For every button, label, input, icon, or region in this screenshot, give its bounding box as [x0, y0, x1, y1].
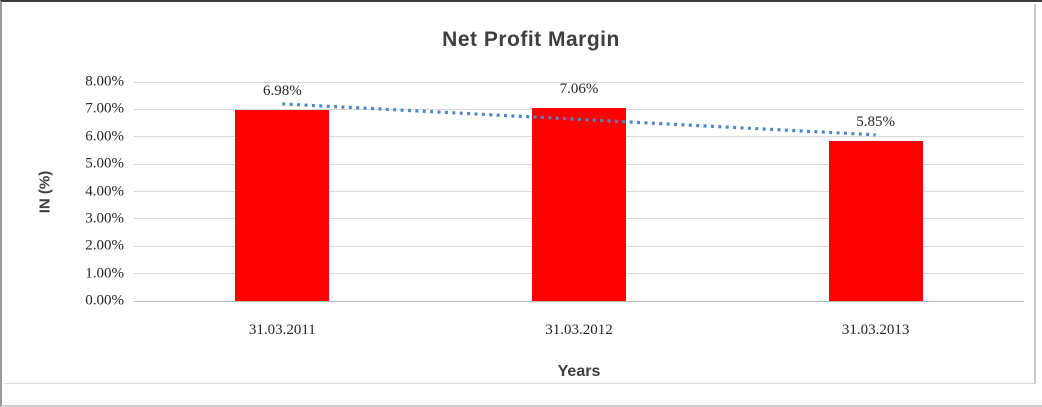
data-label: 5.85%	[856, 113, 896, 130]
x-tick-label: 31.03.2011	[248, 322, 316, 338]
x-axis-title: Years	[557, 363, 601, 380]
bar-31.03.2011[interactable]	[235, 109, 330, 301]
bar-31.03.2012[interactable]	[532, 107, 626, 301]
chart-title: Net Profit Margin	[442, 28, 620, 51]
y-tick-label: 8.00%	[85, 73, 124, 90]
y-axis-tick-labels: 0.00% 1.00% 2.00% 3.00% 4.00% 5.00% 6.00% 7.00%…	[4, 74, 124, 309]
x-tick-label: 31.03.2012	[545, 322, 613, 338]
y-tick-label: 4.00%	[85, 183, 124, 199]
x-axis-line	[134, 300, 1024, 302]
trendline	[282, 102, 876, 137]
gridline	[134, 81, 1024, 83]
chart[interactable]: Net Profit Margin IN (%) 0.00% 1.00% 2.00%…	[4, 4, 1036, 384]
y-tick-label: 5.00%	[85, 155, 124, 172]
data-label: 7.06%	[559, 80, 599, 97]
plot-area: 6.98% 31.03.2011 7.06% 31.03.2012 5.85% 31.03…	[134, 80, 1024, 338]
x-tick-label: 31.03.2013	[841, 322, 910, 338]
y-tick-label: 2.00%	[85, 237, 124, 254]
y-tick-label: 1.00%	[85, 265, 124, 282]
data-label: 6.98%	[262, 82, 302, 99]
bar-31.03.2013[interactable]	[828, 140, 923, 301]
y-tick-label: 7.00%	[85, 100, 124, 117]
y-tick-label: 3.00%	[85, 210, 124, 227]
y-tick-label: 0.00%	[85, 292, 124, 309]
y-tick-label: 6.00%	[85, 128, 124, 145]
